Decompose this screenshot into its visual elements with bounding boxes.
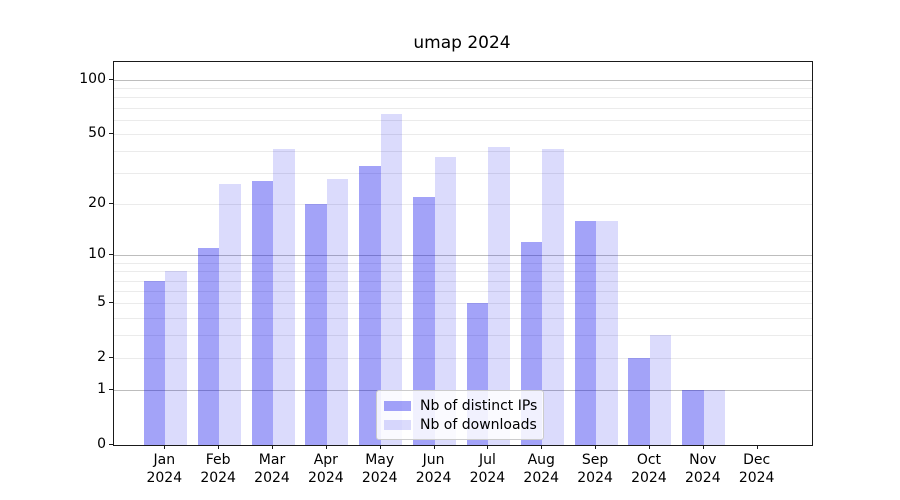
y-tick-mark bbox=[109, 78, 113, 80]
bar-distinct-ips bbox=[197, 248, 220, 445]
bar-distinct-ips bbox=[251, 181, 273, 445]
y-tick-mark bbox=[109, 357, 113, 359]
legend: Nb of distinct IPs Nb of downloads bbox=[376, 390, 544, 440]
x-tick-mark bbox=[325, 445, 327, 449]
legend-row: Nb of distinct IPs bbox=[384, 396, 538, 415]
bar-downloads bbox=[434, 157, 457, 445]
x-tick-label: Dec 2024 bbox=[738, 452, 775, 487]
x-tick-mark bbox=[218, 445, 220, 449]
gridline-minor bbox=[114, 317, 812, 319]
x-tick-mark bbox=[756, 445, 758, 449]
gridline-minor bbox=[114, 107, 812, 109]
y-tick-label: 2 bbox=[97, 349, 106, 366]
bar-distinct-ips bbox=[413, 196, 435, 445]
y-tick-label: 5 bbox=[97, 294, 106, 311]
y-tick-label: 100 bbox=[79, 70, 106, 87]
y-tick-mark bbox=[109, 302, 113, 304]
x-tick-label: Mar 2024 bbox=[254, 452, 290, 487]
x-tick-label: Nov 2024 bbox=[684, 452, 721, 487]
x-tick-label: Apr 2024 bbox=[308, 452, 344, 487]
x-tick-label: Feb 2024 bbox=[200, 452, 236, 487]
gridline-minor bbox=[114, 262, 812, 264]
x-tick-mark bbox=[541, 445, 543, 449]
gridline-minor bbox=[114, 133, 812, 135]
x-tick-mark bbox=[595, 445, 597, 449]
x-tick-label: May 2024 bbox=[361, 452, 398, 487]
bar-distinct-ips bbox=[143, 280, 166, 445]
x-tick-mark bbox=[487, 445, 489, 449]
bar-downloads bbox=[326, 178, 349, 445]
x-tick-mark bbox=[272, 445, 273, 449]
x-tick-label: Jul 2024 bbox=[469, 452, 506, 487]
bar-distinct-ips bbox=[359, 166, 381, 445]
y-tick-label: 10 bbox=[88, 246, 106, 263]
bar-downloads bbox=[380, 113, 403, 445]
bar-downloads bbox=[649, 335, 672, 445]
bar-downloads bbox=[165, 271, 187, 445]
y-tick-label: 20 bbox=[88, 195, 106, 212]
bar-downloads bbox=[542, 149, 564, 445]
legend-label: Nb of downloads bbox=[420, 416, 537, 433]
x-tick-mark bbox=[648, 445, 650, 449]
gridline-minor bbox=[114, 291, 812, 293]
legend-row: Nb of downloads bbox=[384, 415, 537, 434]
legend-swatch-downloads bbox=[384, 419, 411, 430]
bar-distinct-ips bbox=[682, 390, 704, 445]
bar-downloads bbox=[596, 220, 618, 445]
gridline-minor bbox=[114, 173, 812, 175]
bar-downloads bbox=[488, 147, 510, 445]
gridline-minor bbox=[114, 88, 812, 90]
bar-distinct-ips bbox=[574, 220, 597, 445]
gridline-minor bbox=[114, 335, 812, 337]
y-tick-mark bbox=[109, 132, 113, 134]
y-tick-mark bbox=[109, 389, 113, 391]
bar-downloads bbox=[219, 184, 241, 445]
x-tick-mark bbox=[702, 445, 704, 449]
x-tick-label: Oct 2024 bbox=[631, 452, 667, 487]
plot-area bbox=[113, 61, 813, 446]
gridline-minor bbox=[114, 303, 812, 305]
gridline-minor bbox=[114, 280, 812, 282]
gridline-minor bbox=[114, 119, 812, 121]
legend-label: Nb of distinct IPs bbox=[420, 397, 538, 414]
x-tick-mark bbox=[379, 445, 381, 449]
x-tick-label: Jun 2024 bbox=[415, 452, 452, 487]
gridline-minor bbox=[114, 271, 812, 273]
y-tick-mark bbox=[109, 444, 113, 445]
y-tick-label: 50 bbox=[88, 124, 106, 141]
gridline-minor bbox=[114, 97, 812, 99]
y-tick-label: 1 bbox=[97, 381, 106, 398]
gridline-major bbox=[114, 255, 812, 257]
x-tick-label: Jan 2024 bbox=[146, 452, 183, 487]
x-tick-mark bbox=[433, 445, 435, 449]
y-tick-mark bbox=[109, 203, 113, 205]
gridline-major bbox=[114, 79, 812, 81]
chart-title: umap 2024 bbox=[413, 33, 511, 53]
gridline-minor bbox=[114, 358, 812, 360]
bar-distinct-ips bbox=[628, 358, 650, 445]
gridline-minor bbox=[114, 151, 812, 153]
x-tick-label: Aug 2024 bbox=[523, 452, 560, 487]
x-tick-label: Sep 2024 bbox=[577, 452, 613, 487]
y-tick-label: 0 bbox=[97, 436, 106, 452]
bar-downloads bbox=[703, 390, 726, 445]
y-tick-mark bbox=[109, 254, 113, 256]
bar-distinct-ips bbox=[305, 204, 327, 445]
legend-swatch-distinct-ips bbox=[384, 400, 411, 411]
gridline-minor bbox=[114, 204, 812, 206]
x-tick-mark bbox=[164, 445, 166, 449]
bar-downloads bbox=[273, 149, 295, 445]
